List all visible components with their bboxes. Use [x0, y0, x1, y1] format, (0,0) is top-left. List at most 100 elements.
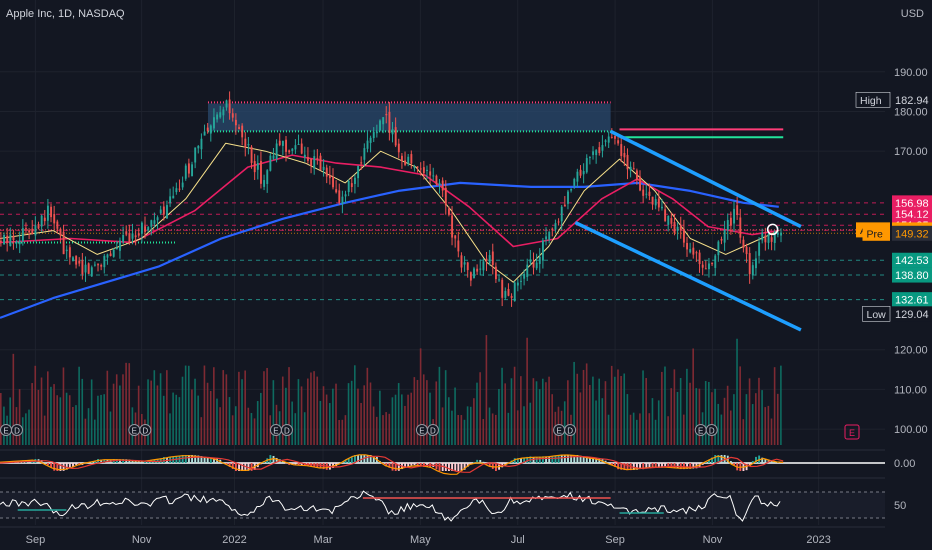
candle-body: [726, 220, 729, 231]
volume-bar: [507, 412, 510, 445]
volume-bar: [579, 392, 582, 445]
volume-bar: [394, 394, 397, 445]
volume-bar: [291, 401, 293, 445]
candle-body: [604, 140, 607, 142]
osc-bar: [281, 460, 284, 463]
candle-body: [103, 255, 106, 268]
candle-body: [316, 157, 319, 159]
osc-bar: [241, 463, 244, 471]
volume-bar: [551, 394, 553, 445]
time-tick-label: Nov: [703, 534, 723, 546]
volume-bar: [614, 376, 616, 445]
osc-bar: [394, 463, 397, 471]
candle-body: [585, 158, 588, 173]
candle-body: [144, 226, 147, 232]
volume-bar: [620, 376, 622, 445]
volume-bar: [501, 367, 503, 445]
osc-bar: [651, 463, 654, 468]
volume-bar: [231, 415, 234, 445]
candle-body: [642, 189, 645, 196]
osc-bar: [664, 463, 667, 468]
candle-body: [332, 176, 334, 188]
candle-body: [397, 143, 400, 153]
volume-bar: [181, 376, 184, 445]
time-tick-label: Sep: [605, 534, 625, 546]
candle-body: [28, 230, 31, 233]
osc-bar: [526, 456, 529, 463]
candle-body: [341, 196, 344, 204]
candle-body: [491, 251, 494, 265]
candle-body: [184, 165, 187, 179]
volume-bar: [247, 407, 250, 445]
osc-bar: [209, 457, 212, 463]
premarket-label-box: [862, 225, 890, 241]
candle-body: [620, 144, 623, 157]
volume-bar: [184, 365, 187, 445]
candle-body: [219, 112, 222, 118]
volume-bar: [585, 363, 588, 445]
candle-body: [50, 206, 53, 218]
candle-body: [203, 131, 206, 136]
earnings-marker-label: D: [430, 427, 436, 436]
candle-body: [692, 247, 695, 255]
osc-bar: [184, 455, 187, 463]
volume-bar: [476, 382, 478, 445]
time-axis-bg: [0, 527, 932, 550]
candle-body: [667, 215, 670, 225]
candle-body: [72, 257, 74, 261]
volume-bar: [166, 370, 168, 445]
volume-bar: [526, 337, 528, 445]
candle-body: [231, 113, 234, 118]
volume-bar: [53, 384, 55, 445]
volume-bar: [755, 393, 757, 445]
candle-body: [639, 176, 642, 191]
osc-bar: [479, 460, 482, 463]
volume-bar: [97, 395, 99, 445]
candle-body: [410, 154, 413, 164]
candle-body: [84, 264, 87, 273]
candle-body: [460, 255, 463, 268]
volume-bar: [388, 413, 391, 445]
candle-body: [115, 247, 118, 250]
volume-bar: [729, 410, 732, 445]
candle-body: [773, 231, 776, 243]
candle-body: [698, 252, 701, 265]
candle-body: [736, 205, 739, 215]
osc-bar: [354, 455, 356, 463]
volume-bar: [623, 373, 626, 445]
volume-bar: [692, 348, 694, 445]
osc-bar: [714, 455, 717, 463]
volume-bar: [382, 415, 384, 445]
volume-bar: [463, 419, 466, 445]
candle-body: [776, 232, 779, 235]
earnings-marker-label: E: [3, 427, 8, 436]
osc-bar: [764, 458, 767, 463]
earnings-marker: [139, 424, 152, 436]
osc-bar: [404, 463, 407, 468]
volume-bar: [714, 388, 716, 445]
earnings-marker-label: E: [698, 427, 703, 436]
candle-body: [372, 131, 375, 139]
osc-bar: [620, 463, 623, 470]
osc-bar: [40, 460, 43, 463]
osc-bar: [535, 457, 538, 463]
candle-body: [598, 147, 601, 154]
candle-body: [419, 168, 422, 170]
volume-bar: [50, 386, 52, 445]
candle-body: [112, 249, 115, 257]
osc-bar: [623, 463, 626, 471]
candle-body: [482, 261, 485, 271]
candle-body: [526, 264, 529, 277]
candle-body: [97, 264, 100, 266]
volume-bar: [372, 406, 375, 445]
volume-bar: [256, 401, 259, 445]
volume-bar: [25, 413, 27, 445]
volume-bar: [328, 403, 331, 445]
volume-bar: [545, 382, 547, 445]
candle-body: [222, 109, 225, 116]
osc-bar: [751, 461, 754, 463]
osc-bar: [385, 463, 388, 467]
candle-body: [40, 215, 43, 227]
osc-bar: [563, 455, 566, 463]
